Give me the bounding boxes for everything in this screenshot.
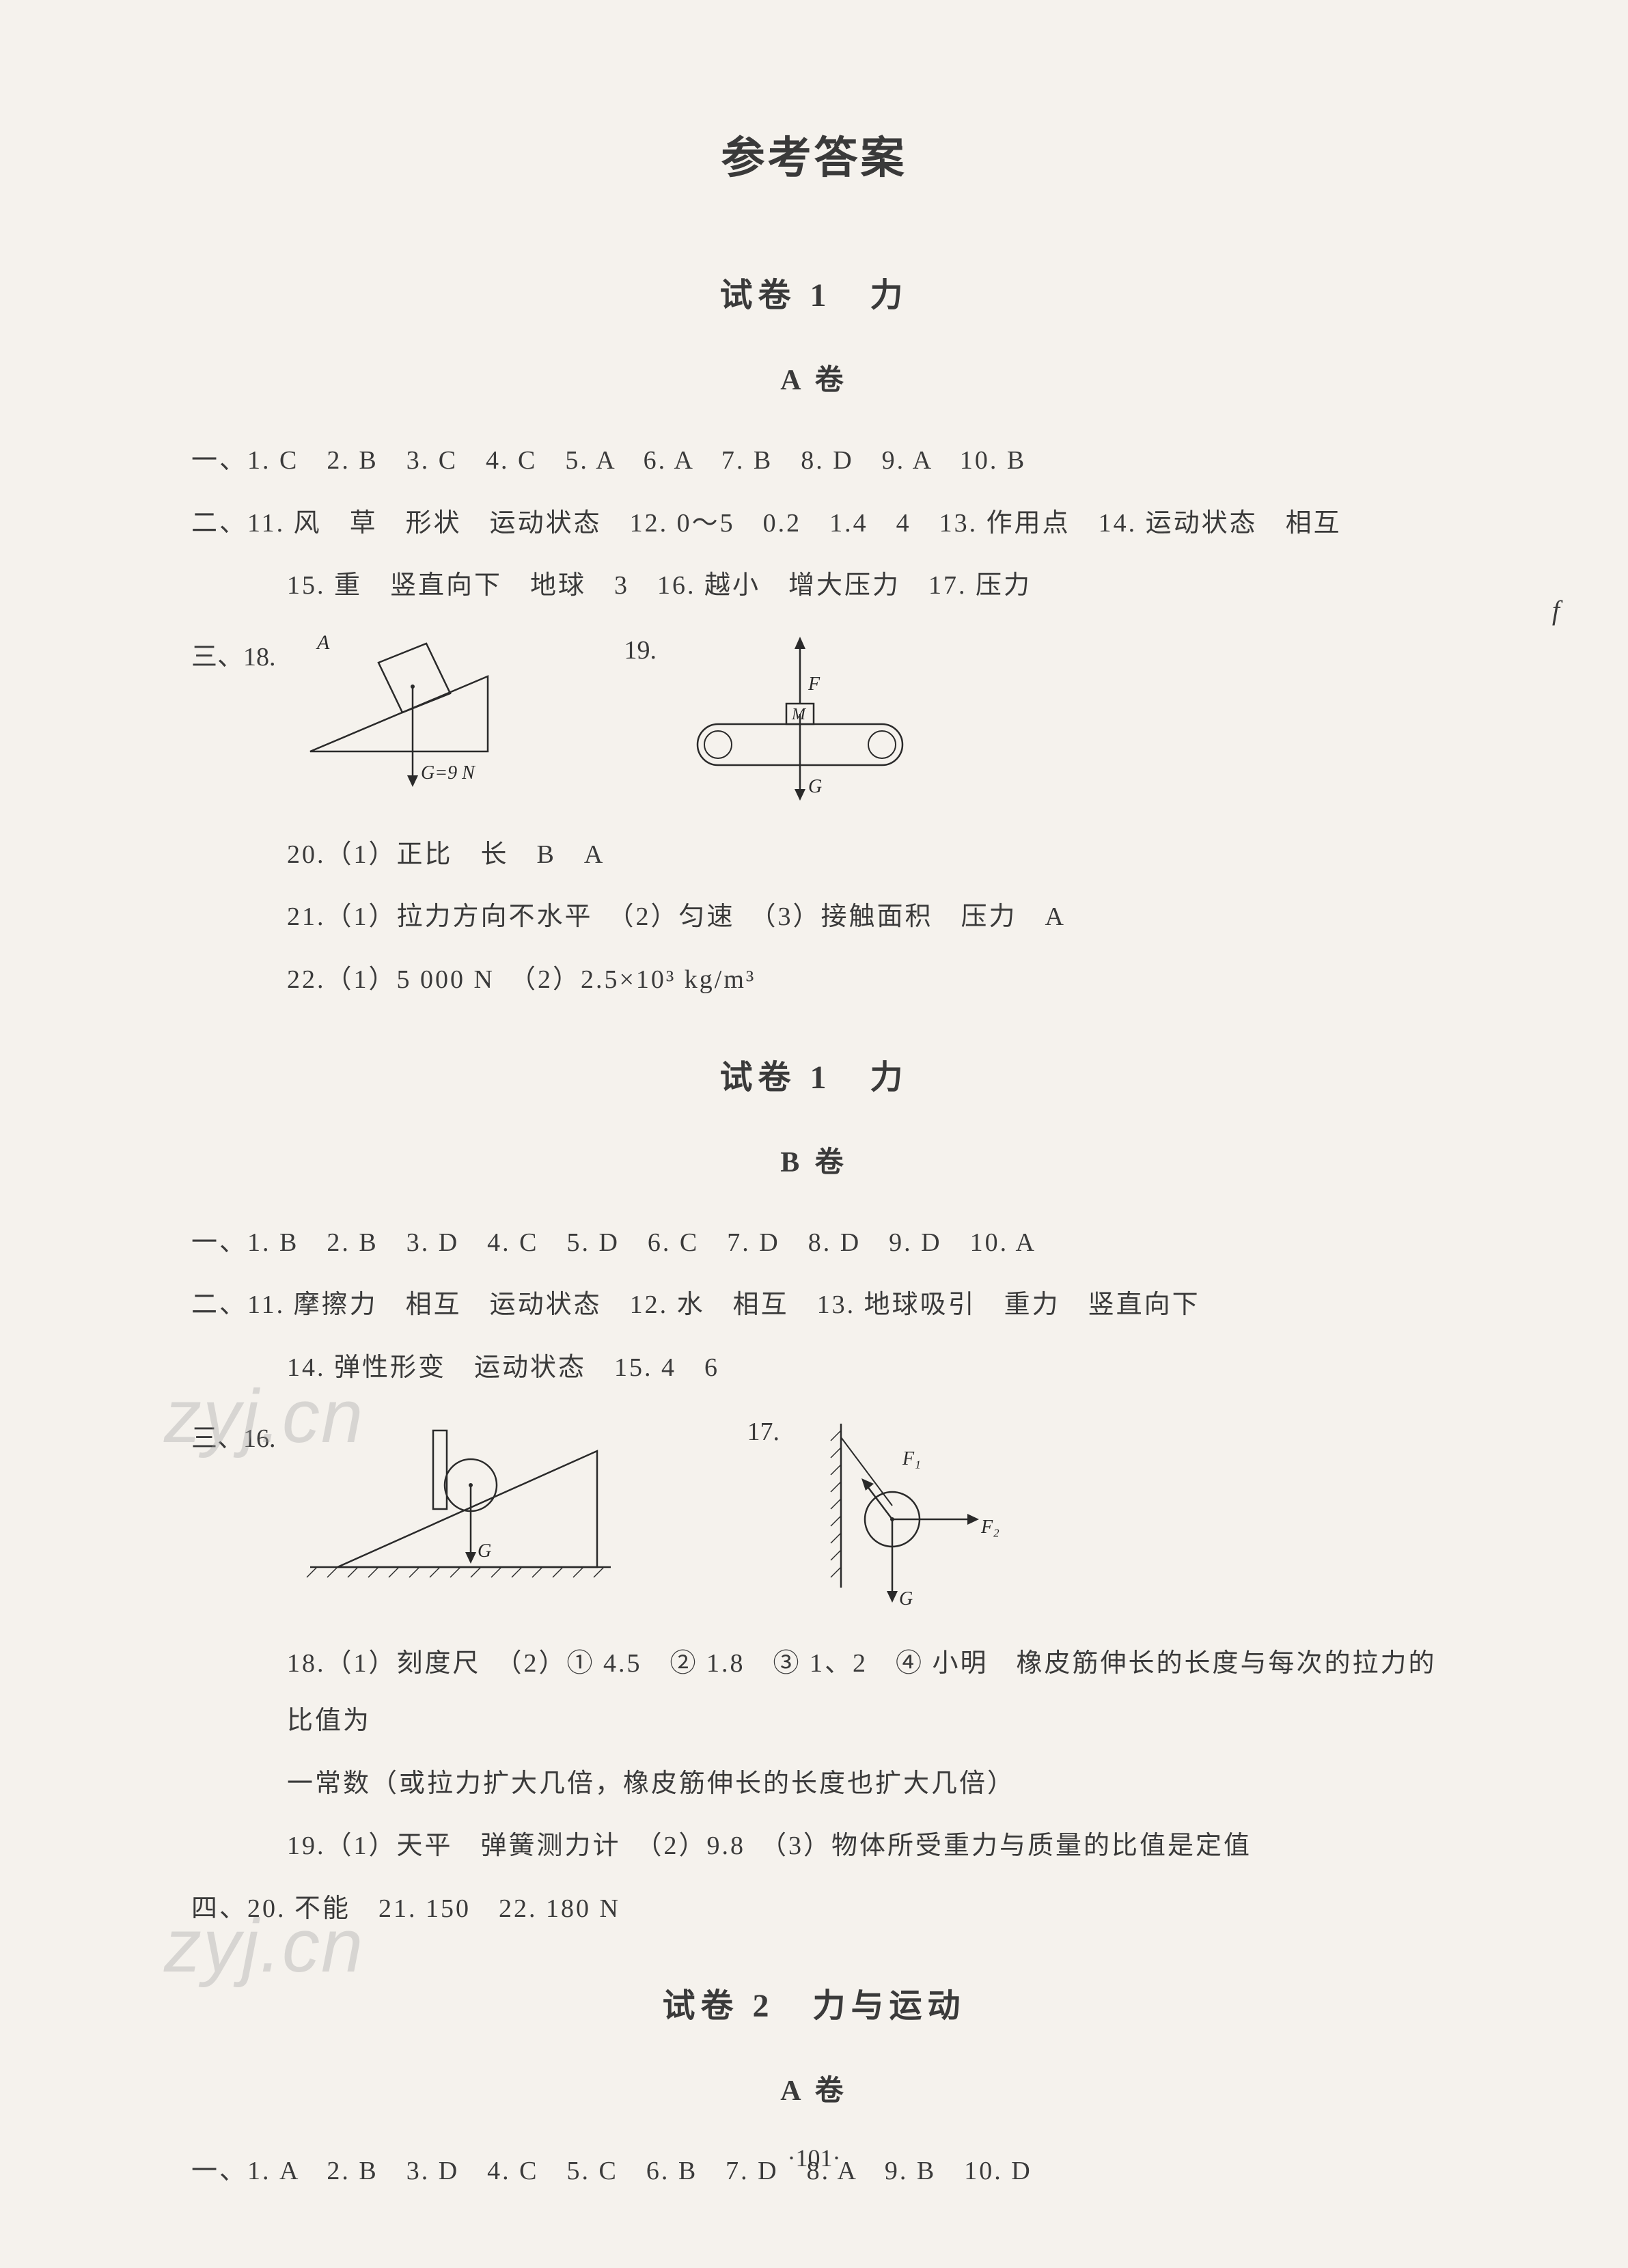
s2-line1: 一、1. B 2. B 3. D 4. C 5. D 6. C 7. D 8. … [191, 1215, 1437, 1272]
diag19-F: F [808, 674, 820, 695]
section-1-title: 试卷 1 力 [191, 268, 1437, 316]
diag17-F2: F₂ [980, 1517, 999, 1538]
diagram-19-svg: M F G [677, 628, 923, 806]
q16-label: 三、16. [191, 1417, 276, 1454]
diag19-G: G [808, 776, 822, 797]
s2-line7: 19.（1）天平 弹簧测力计 （2）9.8 （3）物体所受重力与质量的比值是定值 [191, 1818, 1437, 1875]
s2-line2: 二、11. 摩擦力 相互 运动状态 12. 水 相互 13. 地球吸引 重力 竖… [191, 1277, 1437, 1334]
diag19-M: M [791, 706, 807, 723]
s1-line6: 21.（1）拉力方向不水平 （2）匀速 （3）接触面积 压力 A [191, 889, 1437, 946]
edge-mark: f [1552, 594, 1560, 626]
diagram-16-svg: G [296, 1410, 624, 1601]
s1-line3: 15. 重 竖直向下 地球 3 16. 越小 增大压力 17. 压力 [191, 557, 1437, 615]
diag18-G: G=9 N [421, 762, 475, 784]
diagram-16: 三、16. G [191, 1410, 624, 1601]
section-3-sub: A 卷 [191, 2067, 1437, 2109]
s2-line3: 14. 弹性形变 运动状态 15. 4 6 [191, 1340, 1437, 1397]
page-number: ·101· [0, 2144, 1628, 2172]
main-title: 参考答案 [191, 123, 1437, 186]
section-2-title: 试卷 1 力 [191, 1050, 1437, 1098]
s2-line5: 18.（1）刻度尺 （2）① 4.5 ② 1.8 ③ 1、2 ④ 小明 橡皮筋伸… [191, 1635, 1437, 1750]
diagram-19: 19. M F G [624, 628, 924, 806]
s2-line8: 四、20. 不能 21. 150 22. 180 N [191, 1881, 1437, 1938]
s2-diagram-row: 三、16. G [191, 1410, 1437, 1615]
diag16-G: G [478, 1540, 491, 1562]
diagram-17: 17. F₁ F₂ [747, 1410, 1019, 1615]
s1-line1: 一、1. C 2. B 3. C 4. C 5. A 6. A 7. B 8. … [191, 432, 1437, 490]
diagram-17-svg: F₁ F₂ G [800, 1410, 1019, 1615]
s1-line5: 20.（1）正比 长 B A [191, 827, 1437, 884]
q19-label: 19. [624, 635, 657, 665]
diagram-18-svg: A G=9 N [296, 628, 501, 792]
s1-line2: 二、11. 风 草 形状 运动状态 12. 0～5 0.2 1.4 4 13. … [191, 495, 1437, 553]
q18-label: 三、18. [191, 635, 276, 673]
diag17-F1: F₁ [902, 1448, 921, 1469]
s1-line7: 22.（1）5 000 N （2）2.5×10³ kg/m³ [191, 952, 1437, 1009]
section-3-title: 试卷 2 力与运动 [191, 1978, 1437, 2026]
diagram-18: 三、18. A G=9 N [191, 628, 501, 792]
s1-diagram-row: 三、18. A G=9 N 19. M [191, 628, 1437, 806]
section-1-sub: A 卷 [191, 357, 1437, 398]
diag17-G: G [899, 1588, 913, 1609]
q17-label: 17. [747, 1417, 780, 1447]
s2-line6: 一常数（或拉力扩大几倍，橡皮筋伸长的长度也扩大几倍） [191, 1756, 1437, 1813]
section-2-sub: B 卷 [191, 1139, 1437, 1180]
diag18-A: A [316, 631, 330, 654]
